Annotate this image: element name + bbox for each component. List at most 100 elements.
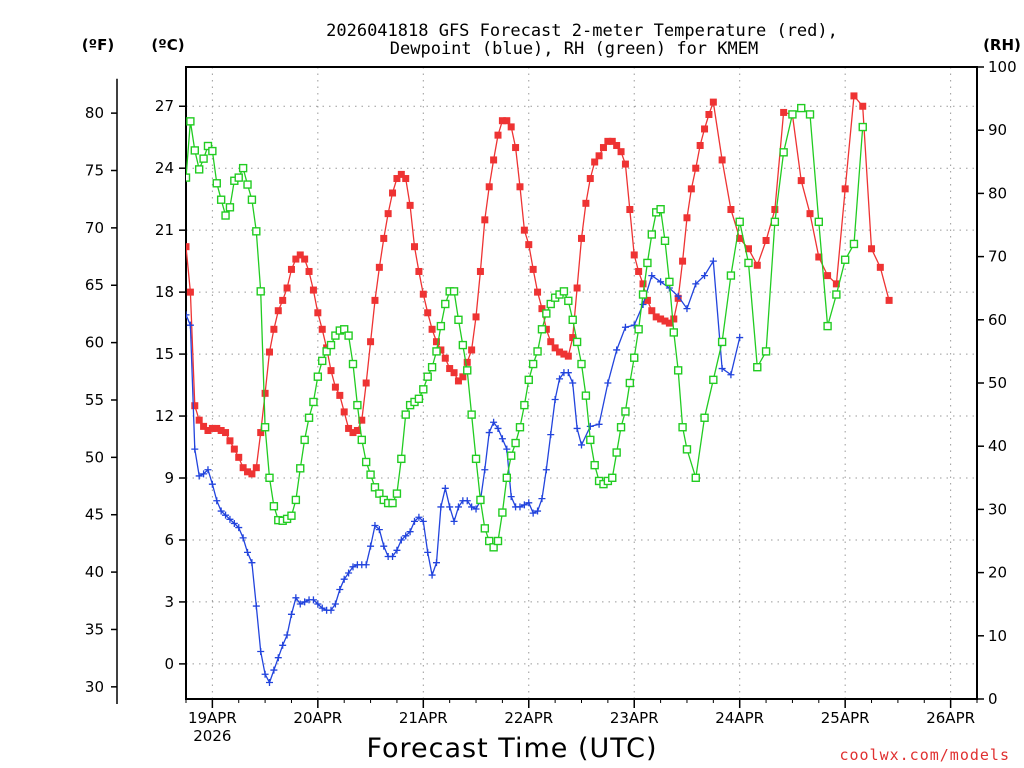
series-rh-point (805, 110, 815, 119)
series-temperature-point (595, 152, 603, 160)
series-temperature-point (261, 389, 269, 397)
series-rh-point (225, 203, 235, 212)
celsius-tick-label: 15 (155, 345, 174, 363)
series-dewpoint-point (389, 552, 397, 560)
series-dewpoint-point (709, 257, 717, 265)
series-dewpoint-point (222, 511, 230, 519)
series-rh-point (630, 353, 639, 362)
series-temperature-point (195, 416, 203, 424)
series-rh-point (221, 211, 230, 220)
series-dewpoint-point (604, 379, 612, 387)
series-temperature-point (736, 234, 744, 242)
series-rh-point (537, 325, 547, 334)
series-temperature-point (512, 144, 520, 152)
x-tick-label: 19APR (188, 709, 237, 727)
fahrenheit-tick-label: 55 (85, 391, 104, 409)
series-rh-point (625, 378, 635, 388)
series-rh-point (436, 321, 446, 331)
series-dewpoint-point (485, 429, 493, 437)
series-dewpoint-point (564, 369, 572, 377)
series-temperature-point (353, 427, 361, 435)
series-temperature-point (309, 286, 317, 294)
series-rh-point (700, 413, 709, 422)
series-temperature-point (859, 102, 867, 110)
rh-tick-label: 20 (988, 564, 1007, 582)
series-dewpoint-point (349, 563, 357, 571)
series-temperature-point (318, 325, 326, 333)
series-rh-point (493, 536, 503, 546)
series-dewpoint-point (490, 418, 498, 426)
series-rh-point (832, 290, 841, 299)
series-rh-point (234, 173, 243, 182)
series-rh-point (208, 146, 217, 156)
series-temperature-point (472, 313, 480, 321)
series-dewpoint-point (279, 641, 287, 649)
series-temperature-point (432, 338, 440, 346)
series-dewpoint-point (411, 517, 419, 525)
series-rh-point (520, 400, 529, 410)
series-temperature-point (200, 422, 208, 430)
series-rh-point (458, 340, 468, 350)
series-temperature-point (850, 92, 858, 100)
series-dewpoint-point (380, 542, 388, 550)
series-rh-point (559, 287, 569, 296)
series-rh-point (476, 495, 485, 505)
series-rh-point (291, 495, 301, 505)
series-rh-point (568, 315, 577, 324)
series-temperature-point (534, 288, 542, 296)
series-rh-point (375, 489, 384, 498)
series-dewpoint-point (472, 505, 480, 513)
series-temperature-point (771, 206, 779, 214)
series-temperature-point (358, 416, 366, 424)
grid-lines (186, 67, 977, 699)
series-temperature-point (437, 346, 445, 354)
series-dewpoint-point (507, 493, 515, 501)
series-temperature-point (876, 263, 884, 271)
series-rh-point (463, 366, 472, 375)
series-temperature-point (331, 383, 339, 391)
series-rh-point (638, 290, 648, 299)
x-axis-title: Forecast Time (UTC) (366, 733, 657, 764)
series-rh-point (840, 255, 850, 264)
series-temperature-point (226, 437, 234, 445)
series-dewpoint-point (692, 280, 700, 288)
series-temperature-group (186, 92, 893, 478)
series-dewpoint-point (283, 631, 291, 639)
series-temperature-point (824, 272, 832, 280)
series-temperature-point (626, 206, 634, 214)
celsius-tick-label: 27 (155, 97, 174, 115)
series-rh-point (326, 340, 336, 350)
x-tick-label: 22APR (504, 709, 553, 727)
series-rh-point (528, 359, 538, 369)
series-dewpoint-point (481, 466, 489, 474)
series-dewpoint-point (292, 594, 300, 602)
series-rh-point (252, 227, 261, 236)
series-temperature-point (186, 243, 190, 251)
rh-tick-label: 0 (988, 690, 998, 708)
series-dewpoint-point (525, 499, 533, 507)
series-rh-point (612, 448, 621, 457)
series-temperature-point (635, 267, 643, 275)
series-dewpoint-point (367, 542, 375, 550)
series-rh-point (467, 410, 476, 419)
series-rh-point (194, 165, 204, 174)
series-rh-point (287, 511, 296, 520)
series-temperature-point (481, 216, 489, 224)
celsius-tick-label: 12 (155, 407, 174, 425)
series-rh-point (485, 536, 494, 546)
series-dewpoint-point (195, 472, 203, 480)
series-dewpoint-point (718, 365, 726, 373)
series-temperature-point (397, 170, 405, 178)
series-rh-point (423, 372, 432, 381)
series-temperature-point (507, 123, 515, 131)
series-temperature-point (547, 338, 555, 346)
series-dewpoint-point (393, 546, 401, 554)
x-tick-label: 20APR (293, 709, 342, 727)
celsius-tick-label: 6 (164, 531, 174, 549)
series-temperature-point (384, 210, 392, 218)
series-dewpoint-point (595, 420, 603, 428)
series-temperature-point (274, 307, 282, 315)
series-dewpoint-point (432, 559, 440, 567)
